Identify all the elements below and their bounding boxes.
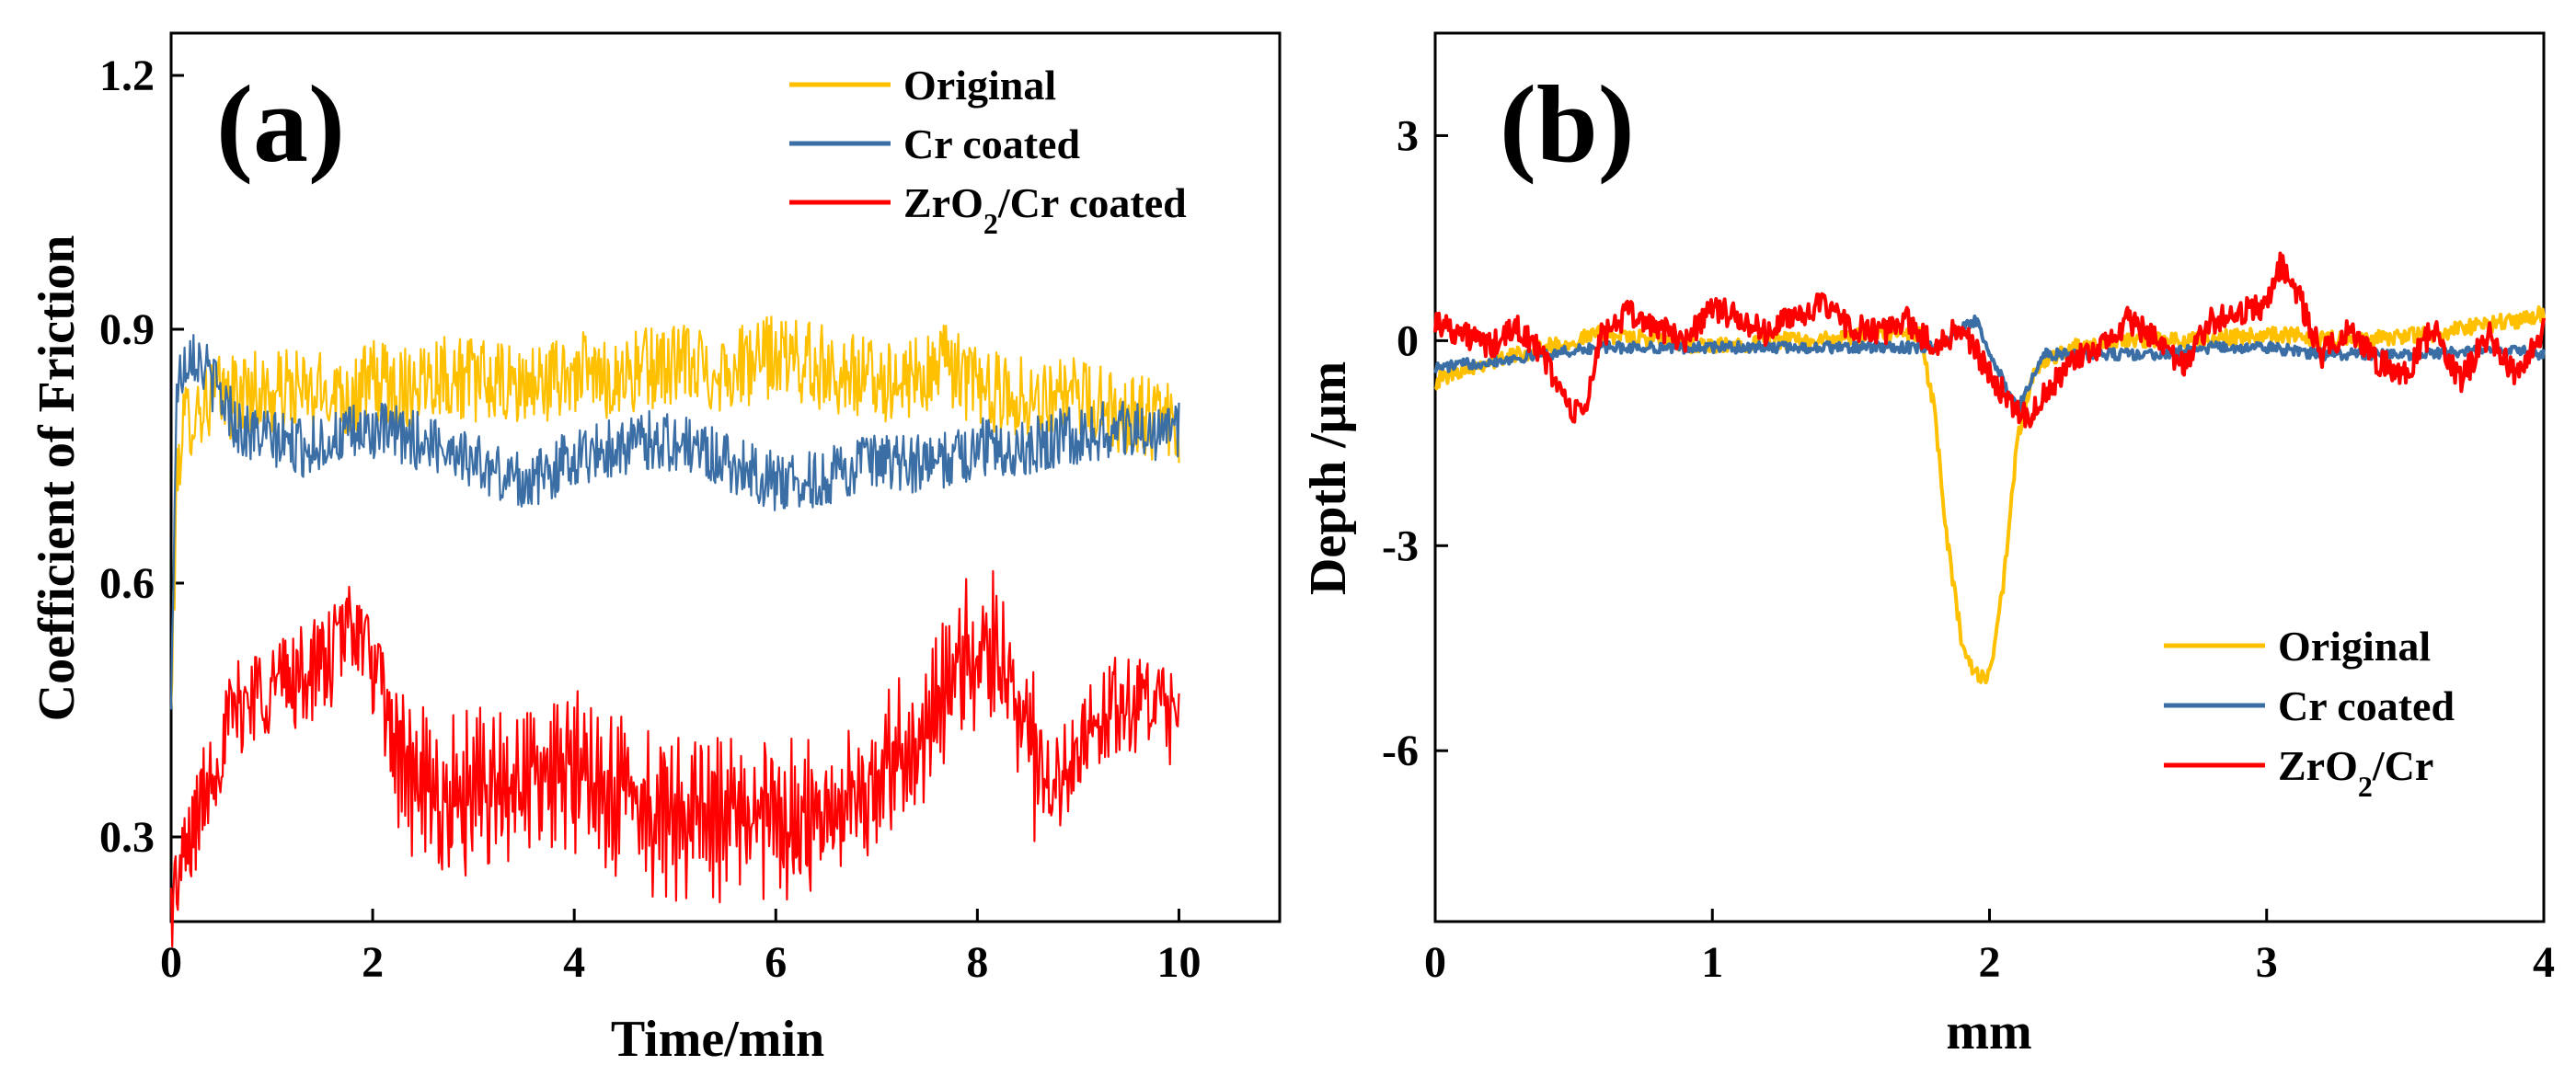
chart-b-y-tick-label: 0	[1397, 316, 1419, 365]
chart-b-y-tick-label: 3	[1397, 111, 1419, 160]
chart-a: 0 2 4 6 8 10 0.3 0.6 0.9 1.2 (a) Time/min Coeffi…	[29, 31, 1282, 1068]
chart-a-x-tick-label: 6	[765, 938, 787, 987]
chart-b-legend-zro2-sub: 2	[2358, 770, 2373, 803]
chart-a-y-tick-label: 0.3	[99, 813, 155, 862]
chart-a-y-tick-label: 0.6	[99, 559, 155, 608]
chart-b-x-ticks: 0 1 2 3 4	[1424, 909, 2555, 987]
chart-b-legend-zro2-main: ZrO	[2278, 742, 2358, 789]
chart-b-y-tick-label: -6	[1382, 727, 1419, 775]
chart-a-x-tick-label: 0	[160, 938, 182, 987]
chart-a-legend: Original Cr coated ZrO2/Cr coated	[789, 62, 1187, 240]
chart-b-y-label: Depth /μm	[1300, 361, 1357, 595]
chart-a-frame	[169, 31, 1282, 923]
chart-a-series	[169, 315, 1180, 948]
chart-a-x-tick-label: 4	[563, 938, 585, 987]
chart-a-y-ticks: 0.3 0.6 0.9 1.2	[99, 52, 184, 862]
chart-a-x-label: Time/min	[611, 1011, 824, 1068]
chart-b-y-ticks: -6 -3 0 3	[1382, 111, 1448, 775]
chart-b-legend-original: Original	[2278, 623, 2431, 670]
chart-b-legend-zro2: ZrO2/Cr	[2278, 742, 2433, 803]
chart-b-legend-zro2-tail: /Cr	[2372, 742, 2433, 789]
chart-b-x-tick-label: 3	[2256, 938, 2278, 987]
chart-a-y-tick-label: 0.9	[99, 305, 155, 354]
chart-b: 0 1 2 3 4 -6 -3 0 3 (b) mm Depth /μm Original C…	[1300, 31, 2555, 1060]
chart-a-legend-zro2-tail: /Cr coated	[997, 179, 1187, 226]
chart-a-legend-zro2-sub: 2	[983, 207, 998, 240]
chart-a-x-ticks: 0 2 4 6 8 10	[160, 909, 1201, 987]
chart-a-x-tick-label: 2	[362, 938, 384, 987]
chart-b-legend: Original Cr coated ZrO2/Cr	[2164, 623, 2455, 803]
chart-a-y-label: Coefficient of Friction	[29, 235, 86, 722]
chart-a-panel-label: (a)	[216, 63, 345, 185]
chart-b-x-tick-label: 4	[2533, 938, 2555, 987]
chart-a-legend-zro2-main: ZrO	[903, 179, 983, 226]
chart-b-x-tick-label: 0	[1424, 938, 1446, 987]
chart-b-x-tick-label: 2	[1979, 938, 2001, 987]
chart-a-legend-original: Original	[903, 62, 1056, 109]
chart-a-legend-zro2: ZrO2/Cr coated	[903, 179, 1187, 240]
chart-b-x-tick-label: 1	[1701, 938, 1723, 987]
chart-b-x-label: mm	[1946, 1003, 2031, 1060]
chart-a-series-cr	[169, 334, 1180, 710]
chart-a-series-original	[169, 315, 1180, 707]
chart-a-x-tick-label: 10	[1156, 938, 1201, 987]
chart-b-series-cr	[1433, 315, 2546, 415]
chart-a-legend-cr: Cr coated	[903, 120, 1080, 167]
chart-b-legend-cr: Cr coated	[2278, 682, 2455, 729]
chart-b-panel-label: (b)	[1500, 63, 1635, 185]
chart-a-y-tick-label: 1.2	[99, 52, 155, 100]
chart-b-series	[1433, 251, 2546, 685]
chart-a-series-zro2	[169, 569, 1180, 948]
chart-a-x-tick-label: 8	[966, 938, 988, 987]
chart-b-y-tick-label: -3	[1382, 521, 1419, 570]
chart-b-series-zro2	[1433, 251, 2546, 429]
